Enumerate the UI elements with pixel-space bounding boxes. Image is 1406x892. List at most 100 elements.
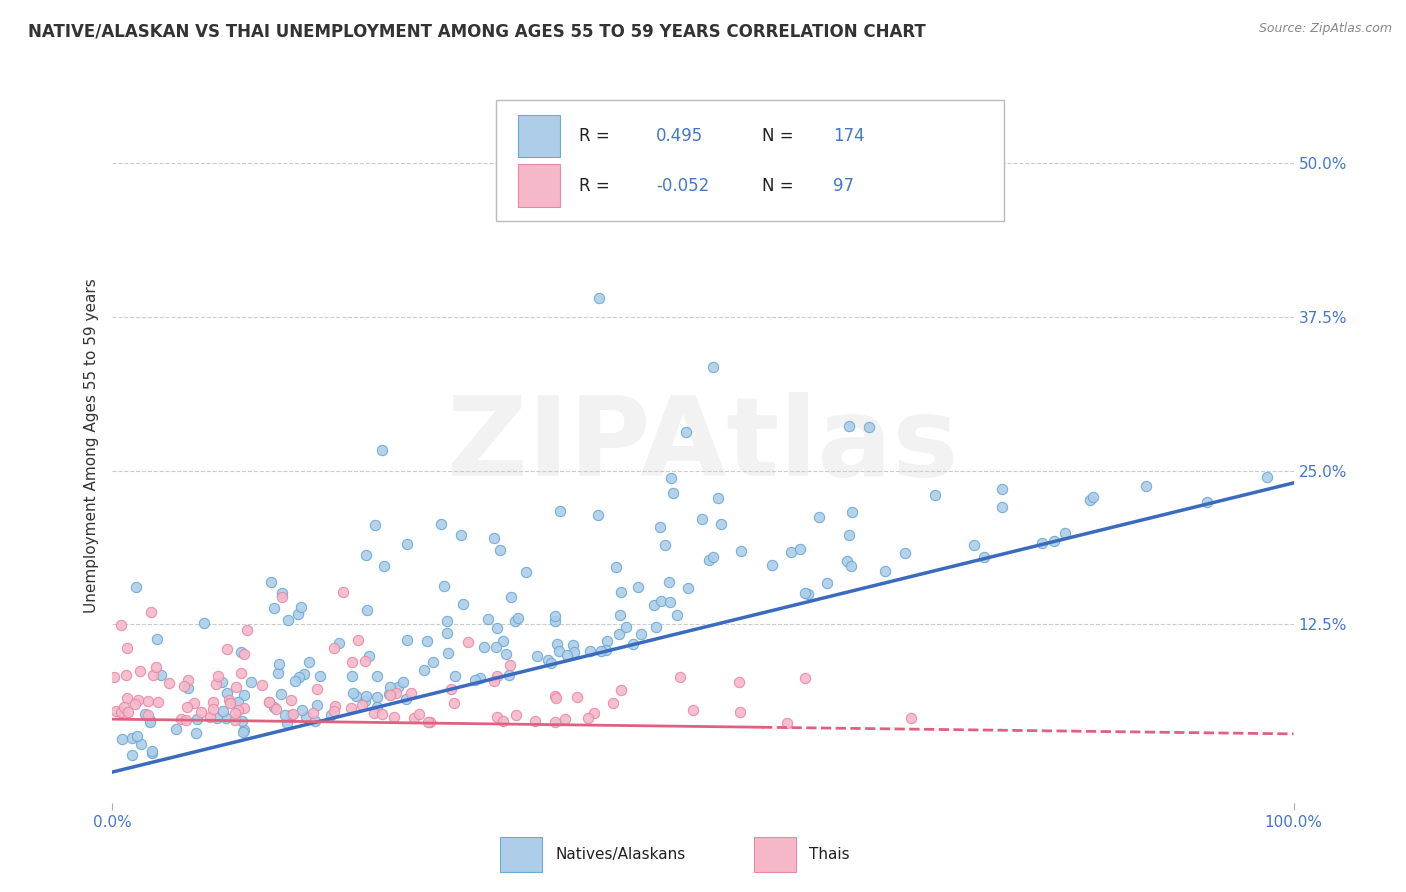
Point — [835, 554, 858, 568]
Point — [610, 584, 633, 599]
Point — [485, 620, 508, 634]
Point — [710, 516, 733, 531]
Text: 97: 97 — [832, 177, 853, 194]
Point — [607, 626, 630, 640]
Point — [298, 655, 321, 669]
Point — [422, 655, 444, 669]
Point — [232, 725, 254, 739]
Point — [354, 689, 377, 703]
Point — [257, 696, 280, 710]
Point — [491, 633, 513, 648]
Point — [492, 714, 515, 728]
Point — [121, 748, 143, 763]
Point — [499, 590, 522, 604]
Point — [177, 681, 200, 696]
Point — [900, 711, 922, 725]
Point — [207, 710, 229, 724]
Point — [668, 670, 690, 684]
Point — [728, 675, 751, 690]
Point — [408, 706, 430, 721]
Point — [380, 687, 402, 701]
Point — [841, 505, 863, 519]
Point — [562, 645, 585, 659]
Point — [218, 692, 240, 706]
Point — [418, 715, 440, 730]
Point — [621, 636, 644, 650]
Point — [415, 633, 437, 648]
Point — [385, 686, 408, 700]
Point — [808, 509, 831, 524]
Point — [357, 649, 380, 664]
Point — [281, 706, 304, 721]
Point — [780, 545, 803, 559]
Point — [505, 614, 527, 628]
Point — [173, 679, 195, 693]
Point — [815, 575, 838, 590]
Point — [364, 518, 387, 533]
Point — [482, 674, 505, 689]
Point — [207, 669, 229, 683]
Point — [973, 550, 995, 565]
Point — [124, 697, 146, 711]
Point — [146, 632, 169, 647]
Point — [277, 613, 299, 627]
Point — [643, 599, 665, 613]
Point — [605, 559, 627, 574]
Point — [342, 669, 364, 683]
Point — [395, 537, 418, 551]
Point — [378, 687, 401, 701]
Point — [482, 531, 505, 545]
Text: NATIVE/ALASKAN VS THAI UNEMPLOYMENT AMONG AGES 55 TO 59 YEARS CORRELATION CHART: NATIVE/ALASKAN VS THAI UNEMPLOYMENT AMON… — [28, 22, 927, 40]
Point — [233, 688, 256, 702]
Point — [508, 610, 530, 624]
Point — [149, 668, 172, 682]
FancyBboxPatch shape — [517, 164, 560, 207]
Point — [117, 706, 139, 720]
Point — [129, 664, 152, 678]
Point — [366, 699, 388, 714]
Point — [650, 520, 672, 534]
Point — [645, 620, 668, 634]
Point — [578, 644, 600, 658]
Point — [395, 632, 418, 647]
Point — [346, 632, 368, 647]
Point — [291, 702, 314, 716]
Point — [264, 702, 287, 716]
Point — [707, 491, 730, 506]
Point — [224, 714, 246, 728]
Point — [614, 620, 637, 634]
Point — [127, 693, 149, 707]
Point — [138, 694, 160, 708]
Point — [485, 668, 508, 682]
Point — [838, 528, 860, 542]
Point — [430, 516, 453, 531]
Point — [555, 648, 578, 663]
Point — [436, 625, 458, 640]
Point — [489, 542, 512, 557]
Point — [115, 690, 138, 705]
Point — [924, 488, 946, 502]
Point — [586, 508, 609, 522]
Point — [110, 617, 132, 632]
Point — [382, 710, 405, 724]
Point — [231, 714, 253, 728]
Point — [544, 608, 567, 623]
Y-axis label: Unemployment Among Ages 55 to 59 years: Unemployment Among Ages 55 to 59 years — [83, 278, 98, 614]
Point — [591, 644, 613, 658]
Point — [129, 737, 152, 751]
FancyBboxPatch shape — [501, 837, 543, 872]
Point — [582, 706, 605, 720]
Point — [794, 672, 817, 686]
Point — [440, 682, 463, 697]
Point — [250, 678, 273, 692]
Point — [894, 546, 917, 560]
Point — [537, 653, 560, 667]
Text: Source: ZipAtlas.com: Source: ZipAtlas.com — [1258, 22, 1392, 36]
Point — [548, 504, 571, 518]
Point — [451, 597, 474, 611]
Point — [202, 695, 225, 709]
Point — [457, 635, 479, 649]
Point — [499, 657, 522, 672]
Point — [485, 640, 508, 654]
Text: R =: R = — [579, 177, 614, 194]
